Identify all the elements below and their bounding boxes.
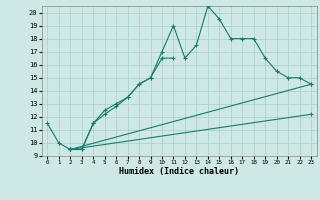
X-axis label: Humidex (Indice chaleur): Humidex (Indice chaleur) <box>119 167 239 176</box>
